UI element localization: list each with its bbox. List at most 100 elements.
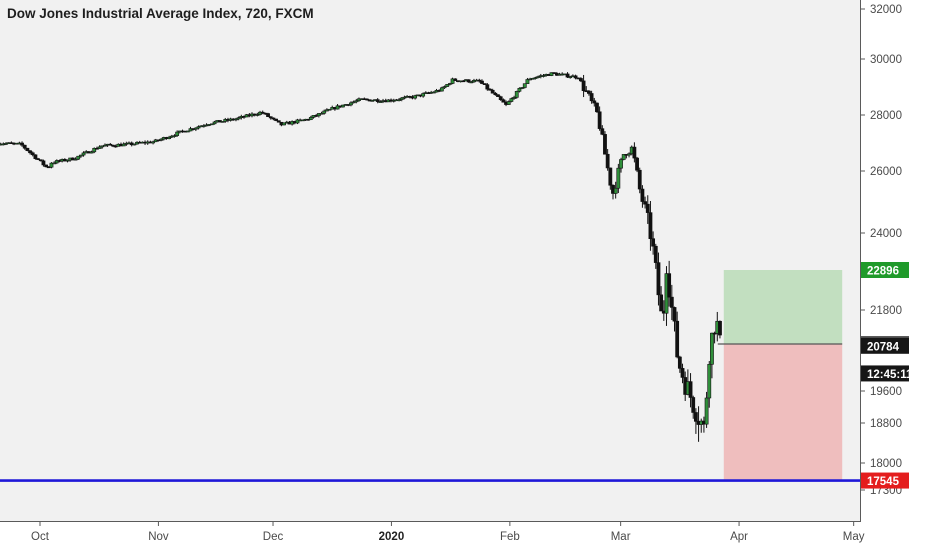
candle-body <box>517 88 522 92</box>
candle-body <box>28 150 32 154</box>
candle-body <box>707 363 712 399</box>
candle-body <box>501 99 506 103</box>
candle-body <box>693 412 698 422</box>
candle-body <box>613 187 618 194</box>
candle-body <box>669 296 674 308</box>
candle-body <box>445 84 450 87</box>
candle-body <box>477 79 482 82</box>
candle-body <box>480 80 484 84</box>
candle-body <box>167 136 172 140</box>
candle-body <box>33 154 38 159</box>
time-tick-label: 2020 <box>379 531 405 543</box>
candle-body <box>266 113 270 117</box>
price-tick-label: 19600 <box>870 386 902 398</box>
price-tag-label: 17545 <box>867 476 900 488</box>
candle-body <box>506 101 511 105</box>
time-tick-label: Mar <box>611 531 631 543</box>
candle-body <box>632 146 637 159</box>
candle-body <box>212 121 217 125</box>
candle-body <box>399 97 404 100</box>
candle-body <box>573 75 578 79</box>
candle-body <box>421 93 426 97</box>
time-tick-label: Apr <box>730 531 748 543</box>
candle-body <box>600 128 605 135</box>
plot-background <box>0 0 860 521</box>
candle-body <box>509 98 514 102</box>
position-tool[interactable] <box>717 270 843 481</box>
candle-body <box>439 87 444 92</box>
time-tick-label: Nov <box>148 531 169 543</box>
price-tag <box>861 337 909 354</box>
candle-body <box>335 105 340 110</box>
candle-body <box>52 162 57 165</box>
candle-body <box>648 212 653 239</box>
candle-body <box>498 96 503 101</box>
candle-body <box>308 117 313 120</box>
candle-body <box>44 164 49 168</box>
time-tick-label: Feb <box>500 531 520 543</box>
candle-body <box>450 78 455 84</box>
candle-body <box>76 155 81 160</box>
candle-body <box>616 167 621 189</box>
candle-body <box>490 89 495 94</box>
candle-body <box>469 81 474 84</box>
time-tick-label: Dec <box>263 531 284 543</box>
candle-body <box>196 126 201 129</box>
candle-body <box>25 147 30 151</box>
candle-body <box>595 102 599 113</box>
candle-body <box>36 158 40 160</box>
candle-body <box>522 83 527 88</box>
candle-body <box>322 110 327 114</box>
candle-body <box>608 167 613 186</box>
profit-zone[interactable] <box>723 270 843 344</box>
candle-body <box>220 121 225 123</box>
candle-body <box>193 127 198 130</box>
candle-body <box>640 188 645 202</box>
price-tick-label: 32000 <box>870 4 902 16</box>
price-tick-label: 28000 <box>870 110 902 122</box>
candle-body <box>111 144 115 147</box>
candle-body <box>319 112 324 115</box>
candle-body <box>589 93 594 102</box>
candle-body <box>38 159 43 162</box>
chart-title: Dow Jones Industrial Average Index, 720,… <box>7 6 314 21</box>
candle-body <box>579 78 583 82</box>
candle-body <box>659 294 664 312</box>
candle-body <box>651 238 656 247</box>
candle-body <box>603 134 607 155</box>
candle-body <box>637 169 642 190</box>
candle-body <box>621 154 626 160</box>
loss-zone[interactable] <box>723 344 843 481</box>
candle-body <box>121 143 126 147</box>
candle-body <box>680 368 685 378</box>
candle-body <box>351 101 356 104</box>
candle-body <box>30 152 35 156</box>
time-axis[interactable]: Oct Nov Dec 2020 Feb Mar Apr May <box>31 521 865 543</box>
price-tick-label: 30000 <box>870 54 902 66</box>
candle-body <box>341 104 345 108</box>
candle-body <box>597 111 602 129</box>
candle-body <box>375 99 380 102</box>
price-tick-label: 24000 <box>870 228 902 240</box>
candle-body <box>49 162 54 168</box>
candle-body <box>22 144 27 149</box>
candle-body <box>108 143 113 146</box>
candle-body <box>97 146 102 149</box>
candle-body <box>151 141 155 144</box>
candle-body <box>132 143 137 146</box>
price-axis[interactable]: 32000 30000 28000 26000 24000 21800 19600 18800… <box>860 4 902 497</box>
candle-body <box>447 83 452 85</box>
candle-body <box>525 79 530 84</box>
candle-body <box>568 76 573 79</box>
candle-body <box>349 102 353 106</box>
time-tick-label: Oct <box>31 531 50 543</box>
candle-body <box>592 100 597 104</box>
candle-body <box>656 262 661 296</box>
candle-body <box>704 397 709 425</box>
candle-body <box>402 96 407 99</box>
time-tick-label: May <box>843 531 865 543</box>
candle-body <box>20 142 24 146</box>
candle-body <box>73 158 78 161</box>
